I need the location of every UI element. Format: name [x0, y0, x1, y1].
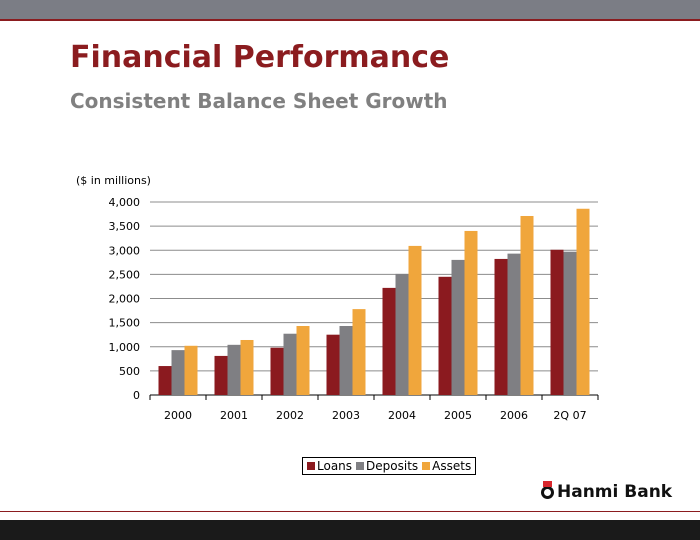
- bar-assets: [408, 245, 422, 395]
- x-tick-label: 2000: [164, 409, 192, 422]
- bar-loans: [270, 347, 284, 395]
- bar-assets: [464, 230, 478, 395]
- x-tick-label: 2003: [332, 409, 360, 422]
- y-tick-label: 0: [133, 389, 140, 402]
- bar-loans: [550, 249, 564, 395]
- bar-deposits: [227, 344, 241, 395]
- legend-item: Assets: [422, 459, 471, 473]
- y-tick-label: 1,000: [109, 341, 141, 354]
- bar-loans: [382, 287, 396, 395]
- bar-loans: [326, 334, 340, 395]
- legend-swatch: [356, 462, 365, 470]
- bar-deposits: [171, 350, 185, 395]
- bar-deposits: [283, 333, 297, 395]
- y-tick-label: 4,000: [109, 196, 141, 209]
- hanmi-bank-logo: Hanmi Bank: [541, 480, 673, 502]
- x-tick-label: 2002: [276, 409, 304, 422]
- x-tick-label: 2004: [388, 409, 416, 422]
- bottom-divider: [0, 511, 700, 512]
- slide-subtitle: Consistent Balance Sheet Growth: [70, 89, 448, 113]
- y-axis-label: ($ in millions): [76, 174, 151, 187]
- top-divider: [0, 19, 700, 21]
- y-tick-label: 2,500: [109, 268, 141, 281]
- legend-item: Loans: [307, 459, 352, 473]
- bar-deposits: [395, 273, 409, 395]
- bar-assets: [520, 215, 534, 395]
- y-tick-label: 3,500: [109, 220, 141, 233]
- bar-assets: [352, 309, 366, 395]
- bar-deposits: [451, 259, 465, 395]
- legend-label: Loans: [317, 459, 353, 473]
- y-tick-label: 1,500: [109, 317, 141, 330]
- legend-swatch: [422, 462, 431, 470]
- x-tick-label: 2006: [500, 409, 528, 422]
- chart-legend: Loans Deposits Assets: [302, 457, 477, 475]
- bar-deposits: [507, 253, 521, 395]
- logo-icon: [541, 480, 554, 499]
- bar-assets: [184, 345, 198, 395]
- bar-assets: [576, 208, 590, 395]
- bar-assets: [240, 339, 254, 395]
- bar-loans: [158, 366, 172, 395]
- bar-loans: [214, 355, 228, 395]
- bottom-banner: [0, 520, 700, 540]
- bar-deposits: [339, 326, 353, 395]
- slide-title: Financial Performance: [70, 40, 450, 75]
- bar-loans: [438, 276, 452, 395]
- legend-label: Assets: [432, 459, 472, 473]
- y-tick-label: 500: [119, 365, 140, 378]
- bar-deposits: [563, 251, 577, 395]
- logo-text: Hanmi Bank: [557, 482, 673, 502]
- y-tick-label: 3,000: [109, 244, 141, 257]
- x-tick-label: 2Q 07: [553, 409, 586, 422]
- legend-label: Deposits: [366, 459, 419, 473]
- x-tick-label: 2001: [220, 409, 248, 422]
- x-tick-label: 2005: [444, 409, 472, 422]
- legend-swatch: [307, 462, 315, 470]
- legend-item: Deposits: [356, 459, 418, 473]
- y-tick-label: 2,000: [109, 293, 141, 306]
- bar-assets: [296, 326, 310, 395]
- bar-loans: [494, 258, 508, 395]
- top-banner: [0, 0, 700, 19]
